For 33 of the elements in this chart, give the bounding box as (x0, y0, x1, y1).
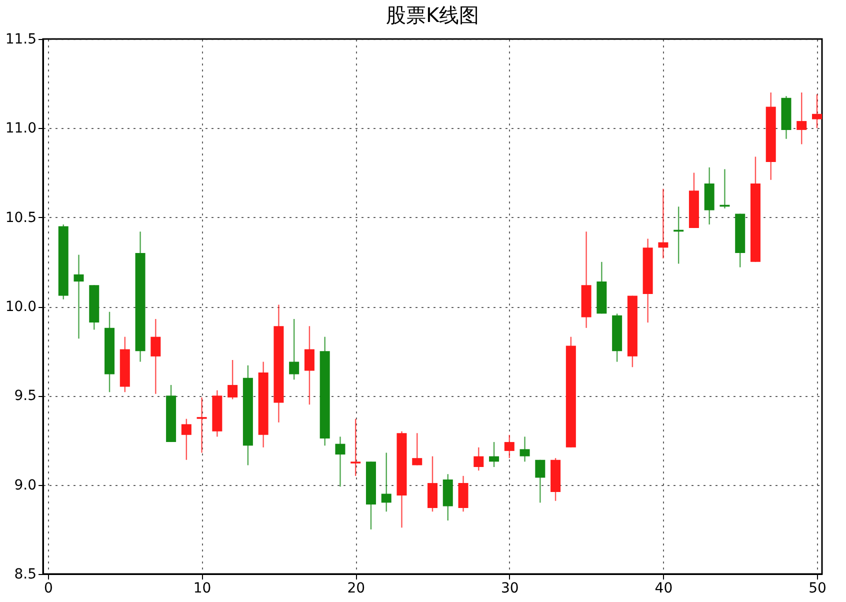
x-tick-label: 0 (44, 580, 53, 596)
candlestick (335, 436, 346, 488)
y-tick-label: 10.5 (5, 210, 36, 226)
candlestick (350, 418, 361, 477)
candlestick (796, 92, 807, 145)
candlestick (304, 326, 314, 406)
candlestick (289, 318, 300, 380)
candlestick (196, 396, 207, 454)
candlestick (520, 436, 530, 462)
candlestick (535, 459, 546, 504)
candlestick (228, 359, 238, 400)
y-tick-label: 9.5 (14, 388, 36, 404)
y-tick-label: 9.0 (14, 477, 36, 494)
candlestick (474, 446, 484, 472)
candlestick (181, 418, 192, 460)
x-tick-label: 30 (500, 580, 519, 596)
candlestick (504, 434, 514, 459)
x-tick-label: 10 (193, 580, 212, 596)
y-tick-label: 11.5 (5, 32, 36, 48)
candlestick (74, 254, 84, 340)
x-tick-label: 50 (808, 580, 826, 596)
y-tick-label: 8.5 (14, 566, 36, 582)
candlestick (150, 318, 161, 394)
y-tick-label: 11.0 (5, 120, 36, 137)
candlestick (658, 188, 668, 259)
candlestick (489, 441, 500, 468)
x-tick-label: 20 (347, 580, 366, 596)
candlestick (412, 432, 422, 466)
chart-title: 股票K线图 (386, 3, 480, 27)
y-tick-label: 10.0 (5, 299, 36, 315)
x-tick-label: 40 (654, 580, 673, 596)
candlestick (812, 94, 822, 129)
candlestick (381, 452, 392, 512)
